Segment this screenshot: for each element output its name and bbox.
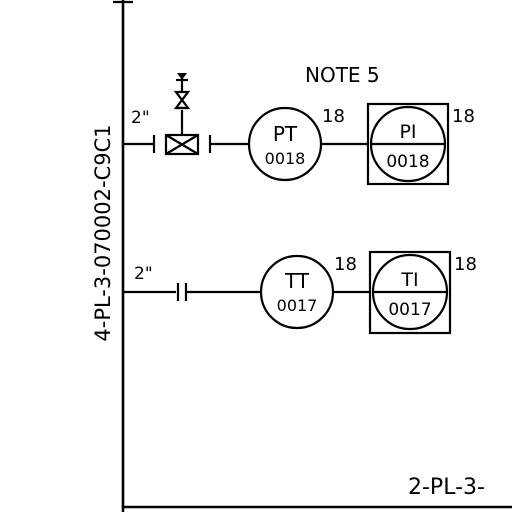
note-label: NOTE 5 (305, 63, 380, 87)
pt-superscript: 18 (322, 106, 345, 127)
ti-superscript: 18 (454, 254, 477, 275)
temperature-branch: 2" TT 0017 18 TI 0017 18 (123, 250, 477, 335)
tt-number: 0017 (277, 296, 318, 315)
pi-function: PI (399, 121, 416, 143)
ti-number: 0017 (388, 300, 431, 320)
pi-number: 0018 (386, 152, 429, 172)
pi-superscript: 18 (452, 106, 475, 127)
tt-superscript: 18 (334, 254, 357, 275)
pressure-transmitter: PT 0018 (247, 106, 323, 182)
temperature-transmitter: TT 0017 (259, 254, 335, 330)
pressure-indicator: PI 0018 (366, 102, 450, 186)
bottom-line-label: 2-PL-3- (408, 475, 485, 500)
vertical-line-label: 4-PL-3-070002-C9C1 (91, 124, 115, 341)
tt-function: TT (284, 269, 310, 293)
shared-display-box (368, 250, 452, 335)
pt-function: PT (273, 122, 298, 146)
thermowell-flange-icon (176, 283, 188, 301)
pressure-branch: 2" PT 0018 18 (123, 73, 475, 186)
pt-number: 0018 (265, 149, 306, 168)
ti-function: TI (400, 269, 418, 291)
temperature-indicator: TI 0017 (368, 250, 452, 335)
vent-valve-icon (173, 73, 191, 110)
shared-display-box (366, 102, 450, 186)
pressure-line-size: 2" (131, 108, 150, 128)
block-valve-icon (164, 133, 200, 156)
temperature-line-size: 2" (134, 264, 153, 284)
